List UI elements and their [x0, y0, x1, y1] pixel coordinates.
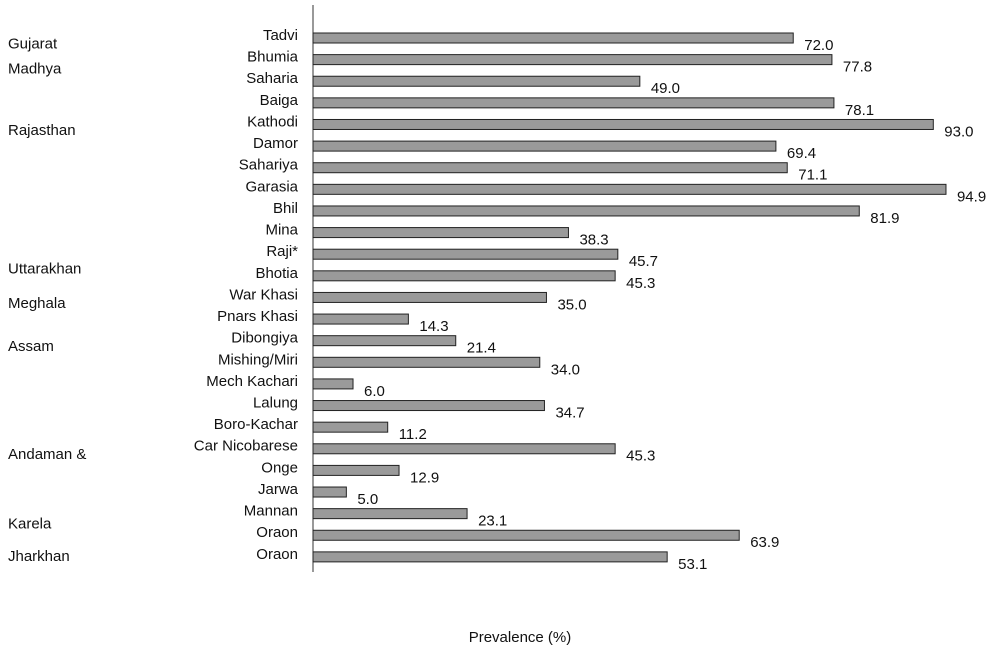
bar: [312, 183, 947, 195]
bar: [312, 227, 569, 239]
bar: [312, 118, 934, 130]
value-label: 14.3: [419, 318, 448, 335]
bar: [312, 443, 616, 455]
value-label: 63.9: [750, 534, 779, 551]
group-label: Jharkhan: [8, 548, 70, 565]
group-label: Karela: [8, 515, 52, 532]
bar: [312, 508, 468, 520]
value-label: 11.2: [399, 426, 427, 443]
category-label: Jarwa: [258, 481, 299, 498]
category-label: Sahariya: [239, 157, 299, 174]
value-label: 71.1: [798, 167, 827, 184]
bar: [312, 421, 389, 433]
value-label: 34.0: [551, 361, 580, 378]
bar: [312, 75, 641, 87]
value-label: 6.0: [364, 383, 385, 400]
group-label: Andaman &: [8, 446, 86, 463]
category-label: Lalung: [253, 395, 298, 412]
value-label: 93.0: [944, 123, 973, 140]
category-label: Oraon: [256, 524, 298, 541]
category-label: Dibongiya: [231, 330, 298, 347]
group-label: Uttarakhan: [8, 260, 81, 277]
bar: [312, 356, 541, 368]
value-label: 5.0: [357, 491, 378, 508]
x-axis-label: Prevalence (%): [469, 629, 572, 646]
category-label: Oraon: [256, 546, 298, 563]
bar: [312, 335, 457, 347]
group-label: Assam: [8, 338, 54, 355]
bar: [312, 313, 409, 325]
category-label: Tadvi: [263, 27, 298, 44]
group-label: Meghala: [8, 295, 66, 312]
value-label: 21.4: [467, 340, 496, 357]
bar: [312, 162, 788, 174]
bar: [312, 378, 354, 390]
bar: [312, 248, 619, 260]
category-label: Mishing/Miri: [218, 351, 298, 368]
category-label: Onge: [261, 459, 298, 476]
bar: [312, 270, 616, 282]
bar: [312, 464, 400, 476]
value-label: 53.1: [678, 556, 707, 573]
bar: [312, 54, 833, 66]
group-label: Rajasthan: [8, 122, 76, 139]
category-label: Boro-Kachar: [214, 416, 298, 433]
category-label: War Khasi: [229, 286, 298, 303]
value-label: 12.9: [410, 469, 439, 486]
value-label: 81.9: [870, 210, 899, 227]
value-label: 78.1: [845, 102, 874, 119]
category-label: Garasia: [245, 178, 298, 195]
category-label: Bhumia: [247, 49, 299, 66]
value-label: 23.1: [478, 513, 507, 530]
bar: [312, 486, 347, 498]
bar: [312, 529, 740, 541]
category-label: Kathodi: [247, 113, 298, 130]
category-label: Bhil: [273, 200, 298, 217]
bar: [312, 140, 777, 152]
value-label: 45.3: [626, 448, 655, 465]
category-label: Raji*: [266, 243, 298, 260]
category-label: Baiga: [260, 92, 299, 109]
bar: [312, 291, 547, 303]
category-label: Bhotia: [255, 265, 298, 282]
value-label: 94.9: [957, 188, 986, 205]
group-label: Gujarat: [8, 35, 58, 52]
category-label: Pnars Khasi: [217, 308, 298, 325]
bar: [312, 205, 860, 217]
category-label: Damor: [253, 135, 298, 152]
value-label: 45.3: [626, 275, 655, 292]
category-label: Car Nicobarese: [194, 438, 298, 455]
category-label: Mech Kachari: [206, 373, 298, 390]
value-label: 34.7: [555, 405, 584, 422]
category-label: Saharia: [246, 70, 298, 87]
value-label: 45.7: [629, 253, 658, 270]
category-label: Mina: [265, 222, 298, 239]
value-label: 72.0: [804, 37, 833, 54]
bar: [312, 400, 545, 412]
bar: [312, 97, 835, 109]
value-label: 49.0: [651, 80, 680, 97]
group-label: Madhya: [8, 60, 62, 77]
category-label: Mannan: [244, 503, 298, 520]
bar: [312, 32, 794, 44]
value-label: 38.3: [579, 232, 608, 249]
value-label: 69.4: [787, 145, 816, 162]
value-label: 77.8: [843, 59, 872, 76]
value-label: 35.0: [557, 296, 586, 313]
bar: [312, 551, 668, 563]
